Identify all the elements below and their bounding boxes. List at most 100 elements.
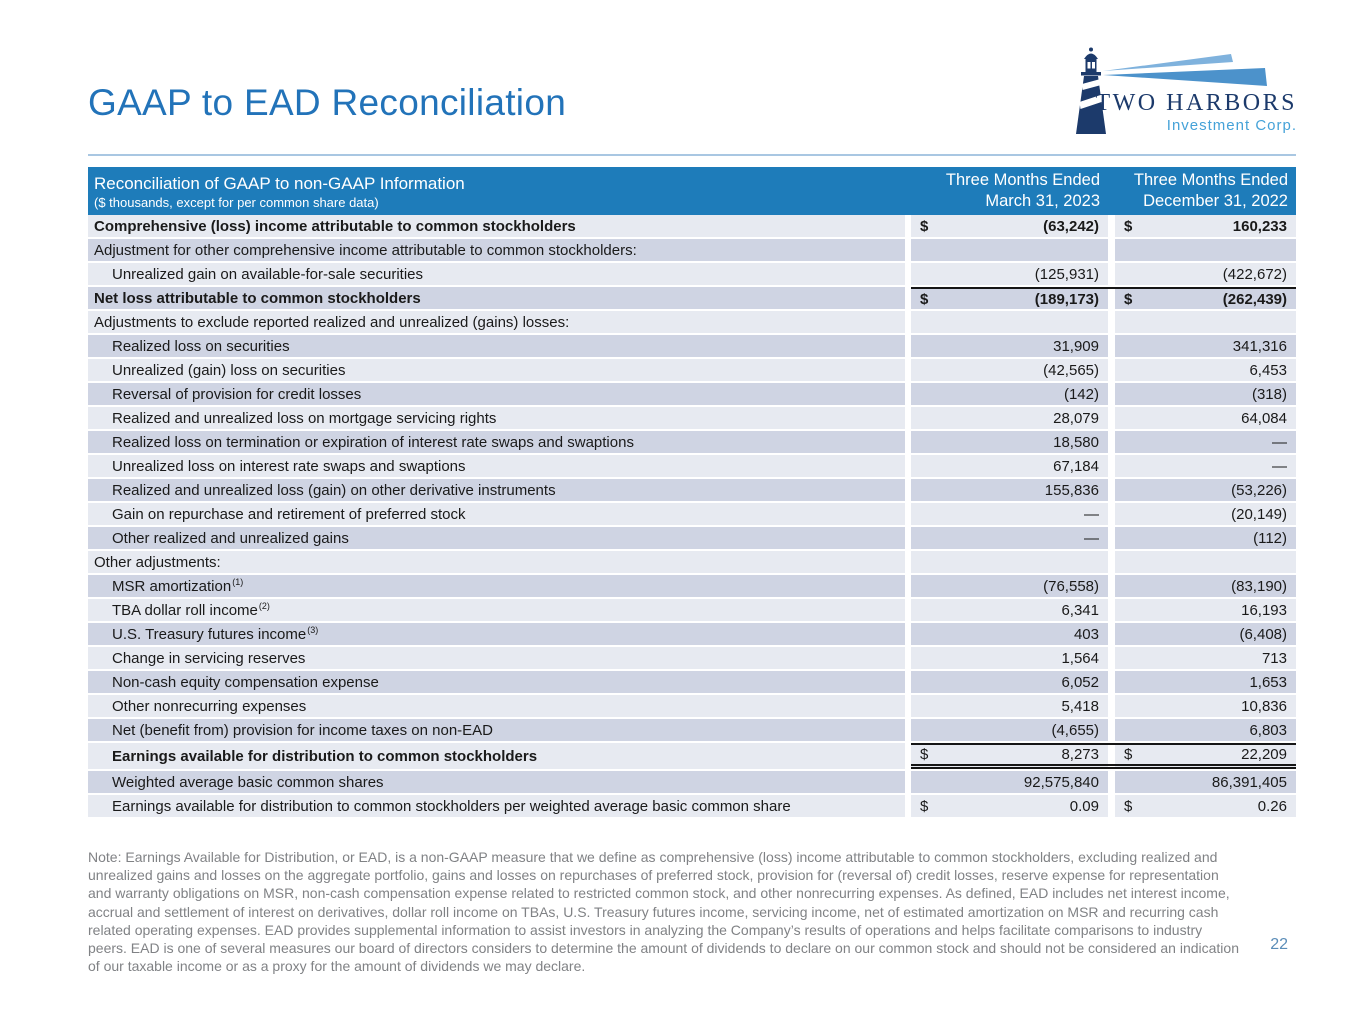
page-number: 22: [1270, 936, 1288, 953]
table-row: Adjustment for other comprehensive incom…: [88, 239, 1296, 261]
brand-subtitle: Investment Corp.: [1167, 117, 1297, 134]
value-number: 5,418: [1061, 697, 1099, 715]
row-label-text: Net (benefit from) provision for income …: [112, 721, 493, 739]
column-gap: [1108, 359, 1115, 381]
table-row: U.S. Treasury futures income (3) 403 (6,4…: [88, 623, 1296, 645]
column-gap: [905, 407, 911, 429]
brand-logo: TWO HARBORS Investment Corp.: [1069, 46, 1299, 140]
row-label-text: Change in servicing reserves: [112, 649, 306, 667]
value-number: (63,242): [1043, 217, 1099, 235]
column-gap: [1108, 479, 1115, 501]
lighthouse-icon: TWO HARBORS Investment Corp.: [1076, 47, 1297, 134]
value-number: 6,052: [1061, 673, 1099, 691]
column-gap: [905, 263, 911, 285]
column-gap: [905, 479, 911, 501]
column-gap: [1108, 795, 1115, 817]
value-number: —: [1272, 433, 1287, 451]
table-row: Other adjustments:: [88, 551, 1296, 573]
column-gap: [905, 383, 911, 405]
row-label-text: U.S. Treasury futures income: [112, 625, 307, 643]
value-number: (53,226): [1231, 481, 1287, 499]
currency-symbol: $: [1124, 290, 1133, 308]
row-value-2022: $22,209: [1115, 743, 1296, 769]
row-value-2023: —: [911, 503, 1108, 525]
column-gap: [905, 311, 911, 333]
row-label-text: Other realized and unrealized gains: [112, 529, 349, 547]
row-value-2022: 10,836: [1115, 695, 1296, 717]
row-value-2022: [1115, 239, 1296, 261]
row-value-2022: 86,391,405: [1115, 771, 1296, 793]
value-number: (6,408): [1239, 625, 1287, 643]
row-label: Reversal of provision for credit losses: [88, 383, 905, 405]
row-value-2023: 6,052: [911, 671, 1108, 693]
row-label: Realized loss on securities: [88, 335, 905, 357]
column-gap: [1108, 575, 1115, 597]
row-value-2023: 28,079: [911, 407, 1108, 429]
row-label: Earnings available for distribution to c…: [88, 743, 905, 769]
value-number: 155,836: [1044, 481, 1099, 499]
row-value-2023: 5,418: [911, 695, 1108, 717]
table-row: Net (benefit from) provision for income …: [88, 719, 1296, 741]
row-value-2022: —: [1115, 431, 1296, 453]
row-label-text: Realized loss on securities: [112, 337, 290, 355]
row-label: Unrealized gain on available-for-sale se…: [88, 263, 905, 285]
table-row: Gain on repurchase and retirement of pre…: [88, 503, 1296, 525]
row-label: MSR amortization (1): [88, 575, 905, 597]
row-value-2023: $ (189,173): [911, 287, 1108, 309]
row-label-text: Reversal of provision for credit losses: [112, 385, 362, 403]
row-value-2022: 16,193: [1115, 599, 1296, 621]
row-value-2022: 713: [1115, 647, 1296, 669]
row-label: Comprehensive (loss) income attributable…: [88, 215, 905, 237]
table-header: Reconciliation of GAAP to non-GAAP Infor…: [88, 167, 1296, 215]
value-number: 713: [1261, 649, 1287, 667]
column-gap: [1108, 215, 1115, 237]
value-number: (422,672): [1222, 265, 1287, 283]
currency-symbol: $: [920, 797, 929, 815]
row-label: Gain on repurchase and retirement of pre…: [88, 503, 905, 525]
row-value-2023: 67,184: [911, 455, 1108, 477]
row-label: Unrealized (gain) loss on securities: [88, 359, 905, 381]
row-value-2022: (422,672): [1115, 263, 1296, 285]
row-label-text: Unrealized gain on available-for-sale se…: [112, 265, 423, 283]
value-number: 1,653: [1249, 673, 1287, 691]
table-row: Realized loss on securities 31,909 341,3…: [88, 335, 1296, 357]
row-value-2023: [911, 551, 1108, 573]
row-label-text: Adjustment for other comprehensive incom…: [94, 241, 637, 259]
column-gap: [1108, 623, 1115, 645]
value-number: 0.09: [1069, 797, 1099, 815]
value-number: 0.26: [1257, 797, 1287, 815]
row-label-text: Adjustments to exclude reported realized…: [94, 313, 570, 331]
value-number: 28,079: [1053, 409, 1099, 427]
table-row: Comprehensive (loss) income attributable…: [88, 215, 1296, 237]
value-number: (4,655): [1051, 721, 1099, 739]
row-value-2022: (112): [1115, 527, 1296, 549]
row-value-2022: 1,653: [1115, 671, 1296, 693]
table-body: Comprehensive (loss) income attributable…: [88, 215, 1296, 817]
column-gap: [1108, 407, 1115, 429]
row-label-text: TBA dollar roll income: [112, 601, 258, 619]
value-number: —: [1084, 505, 1099, 523]
value-number: 6,803: [1249, 721, 1287, 739]
row-value-2023: (142): [911, 383, 1108, 405]
value-number: 403: [1073, 625, 1099, 643]
table-header-title: Reconciliation of GAAP to non-GAAP Infor…: [94, 174, 465, 193]
row-label-text: Non-cash equity compensation expense: [112, 673, 379, 691]
column-gap: [905, 359, 911, 381]
row-label: Net (benefit from) provision for income …: [88, 719, 905, 741]
column-gap: [905, 599, 911, 621]
value-number: 31,909: [1053, 337, 1099, 355]
row-value-2022: (20,149): [1115, 503, 1296, 525]
row-value-2022: —: [1115, 455, 1296, 477]
row-value-2022: [1115, 551, 1296, 573]
value-number: (142): [1063, 385, 1099, 403]
column-gap: [905, 551, 911, 573]
column-gap: [905, 623, 911, 645]
column-gap: [905, 695, 911, 717]
value-number: 1,564: [1061, 649, 1099, 667]
header-gap: [1108, 167, 1115, 215]
row-label: Unrealized loss on interest rate swaps a…: [88, 455, 905, 477]
row-label: TBA dollar roll income (2): [88, 599, 905, 621]
row-value-2023: 31,909: [911, 335, 1108, 357]
value-number: 67,184: [1053, 457, 1099, 475]
table-row: Weighted average basic common shares 92,…: [88, 771, 1296, 793]
